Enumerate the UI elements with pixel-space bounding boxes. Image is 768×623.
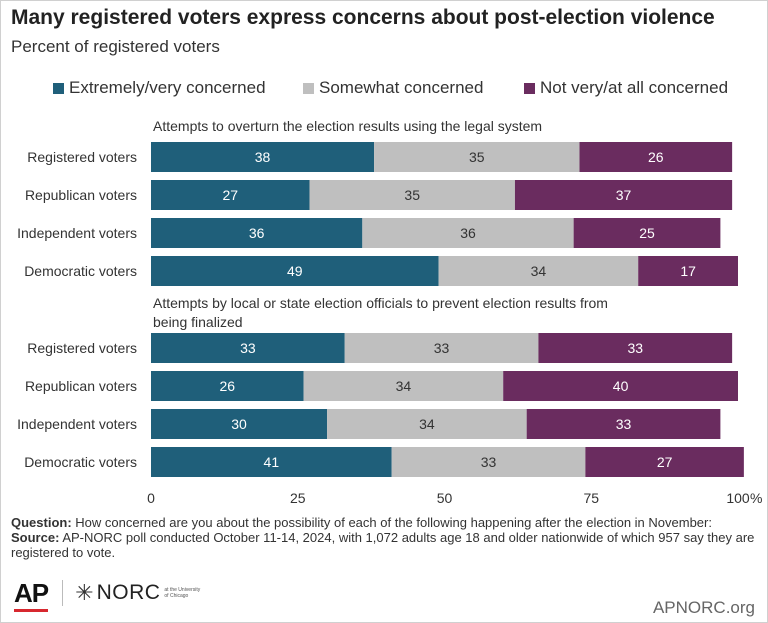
data-label: 33 [627, 340, 643, 356]
category-label: Republican voters [25, 378, 137, 394]
bar-segment [151, 180, 310, 210]
bar-segment [344, 333, 539, 363]
question-label: Question: [11, 515, 72, 530]
data-label: 25 [639, 225, 655, 241]
source-note: Source: AP-NORC poll conducted October 1… [11, 530, 756, 560]
bar-segment [151, 256, 439, 286]
data-label: 33 [434, 340, 450, 356]
data-label: 27 [222, 187, 238, 203]
data-label: 40 [613, 378, 629, 394]
data-label: 34 [531, 263, 547, 279]
data-label: 30 [231, 416, 247, 432]
bar-segment [309, 180, 515, 210]
bar-segment [151, 371, 304, 401]
bar-segment [438, 256, 639, 286]
x-tick-label: 0 [147, 490, 155, 506]
category-label: Registered voters [27, 340, 137, 356]
ap-logo: AP [14, 577, 49, 612]
data-label: 33 [616, 416, 632, 432]
bar-segment [579, 142, 733, 172]
data-label: 36 [460, 225, 476, 241]
bar-segment [303, 371, 504, 401]
bar-segment [374, 142, 580, 172]
x-tick-label: 75 [583, 490, 599, 506]
bar-segment [503, 371, 738, 401]
bar-segment [514, 180, 733, 210]
data-label: 41 [264, 454, 280, 470]
data-label: 17 [680, 263, 696, 279]
category-label: Democratic voters [24, 263, 137, 279]
category-label: Democratic voters [24, 454, 137, 470]
data-label: 38 [255, 149, 271, 165]
data-label: 37 [616, 187, 632, 203]
norc-logo: NORC [96, 581, 161, 604]
bar-segment [526, 409, 721, 439]
bar-segment [585, 447, 744, 477]
question-note: Question: How concerned are you about th… [11, 515, 756, 530]
legend-swatch [524, 82, 535, 94]
bar-segment [327, 409, 527, 439]
legend-item-extremely-very: Extremely/very concerned [53, 78, 266, 98]
data-label: 36 [249, 225, 265, 241]
question-text: How concerned are you about the possibil… [75, 515, 712, 530]
data-label: 35 [469, 149, 485, 165]
site-url: APNORC.org [652, 598, 755, 617]
x-tick-label: 50 [437, 490, 453, 506]
chart-subtitle: Percent of registered voters [11, 37, 220, 56]
data-label: 26 [220, 378, 236, 394]
x-unit-label: % [750, 490, 762, 506]
bar-segment [362, 218, 574, 248]
bar-segment [151, 218, 363, 248]
legend-item-somewhat: Somewhat concerned [303, 78, 483, 98]
bar-segment [151, 142, 375, 172]
category-label: Republican voters [25, 187, 137, 203]
footer-notes: Question: How concerned are you about th… [11, 515, 756, 560]
data-label: 27 [657, 454, 673, 470]
bar-segment [391, 447, 586, 477]
legend-label: Extremely/very concerned [69, 78, 266, 97]
data-label: 34 [396, 378, 412, 394]
logos: AP ✳ NORC at the University of Chicago [14, 577, 201, 612]
group-title: being finalized [153, 314, 243, 330]
logo-divider [62, 580, 64, 606]
category-label: Registered voters [27, 149, 137, 165]
data-label: 33 [240, 340, 256, 356]
bar-segment [538, 333, 733, 363]
bar-segment [573, 218, 721, 248]
bar-segment [151, 409, 328, 439]
legend-label: Somewhat concerned [319, 78, 484, 97]
bar-segment [638, 256, 738, 286]
norc-star-icon: ✳ [75, 580, 94, 605]
legend-swatch [303, 82, 314, 94]
stacked-bar-chart: Attempts to overturn the election result… [17, 118, 762, 506]
bar-segment [151, 333, 345, 363]
legend-label: Not very/at all concerned [540, 78, 729, 97]
legend: Extremely/very concerned Somewhat concer… [0, 78, 768, 100]
source-text: AP-NORC poll conducted October 11-14, 20… [11, 530, 755, 560]
legend-item-not-very: Not very/at all concerned [524, 78, 728, 98]
x-tick-label: 25 [290, 490, 306, 506]
legend-swatch [53, 82, 64, 94]
source-label: Source: [11, 530, 60, 545]
group-title: Attempts to overturn the election result… [153, 118, 542, 134]
norc-logo-subtext: at the University of Chicago [164, 587, 201, 599]
chart-title: Many registered voters express concerns … [11, 6, 715, 29]
data-label: 26 [648, 149, 664, 165]
x-tick-label: 100 [726, 490, 750, 506]
data-label: 34 [419, 416, 435, 432]
data-label: 35 [404, 187, 420, 203]
category-label: Independent voters [17, 225, 137, 241]
data-label: 49 [287, 263, 303, 279]
category-label: Independent voters [17, 416, 137, 432]
bar-segment [151, 447, 392, 477]
data-label: 33 [481, 454, 497, 470]
group-title: Attempts by local or state election offi… [153, 295, 608, 311]
